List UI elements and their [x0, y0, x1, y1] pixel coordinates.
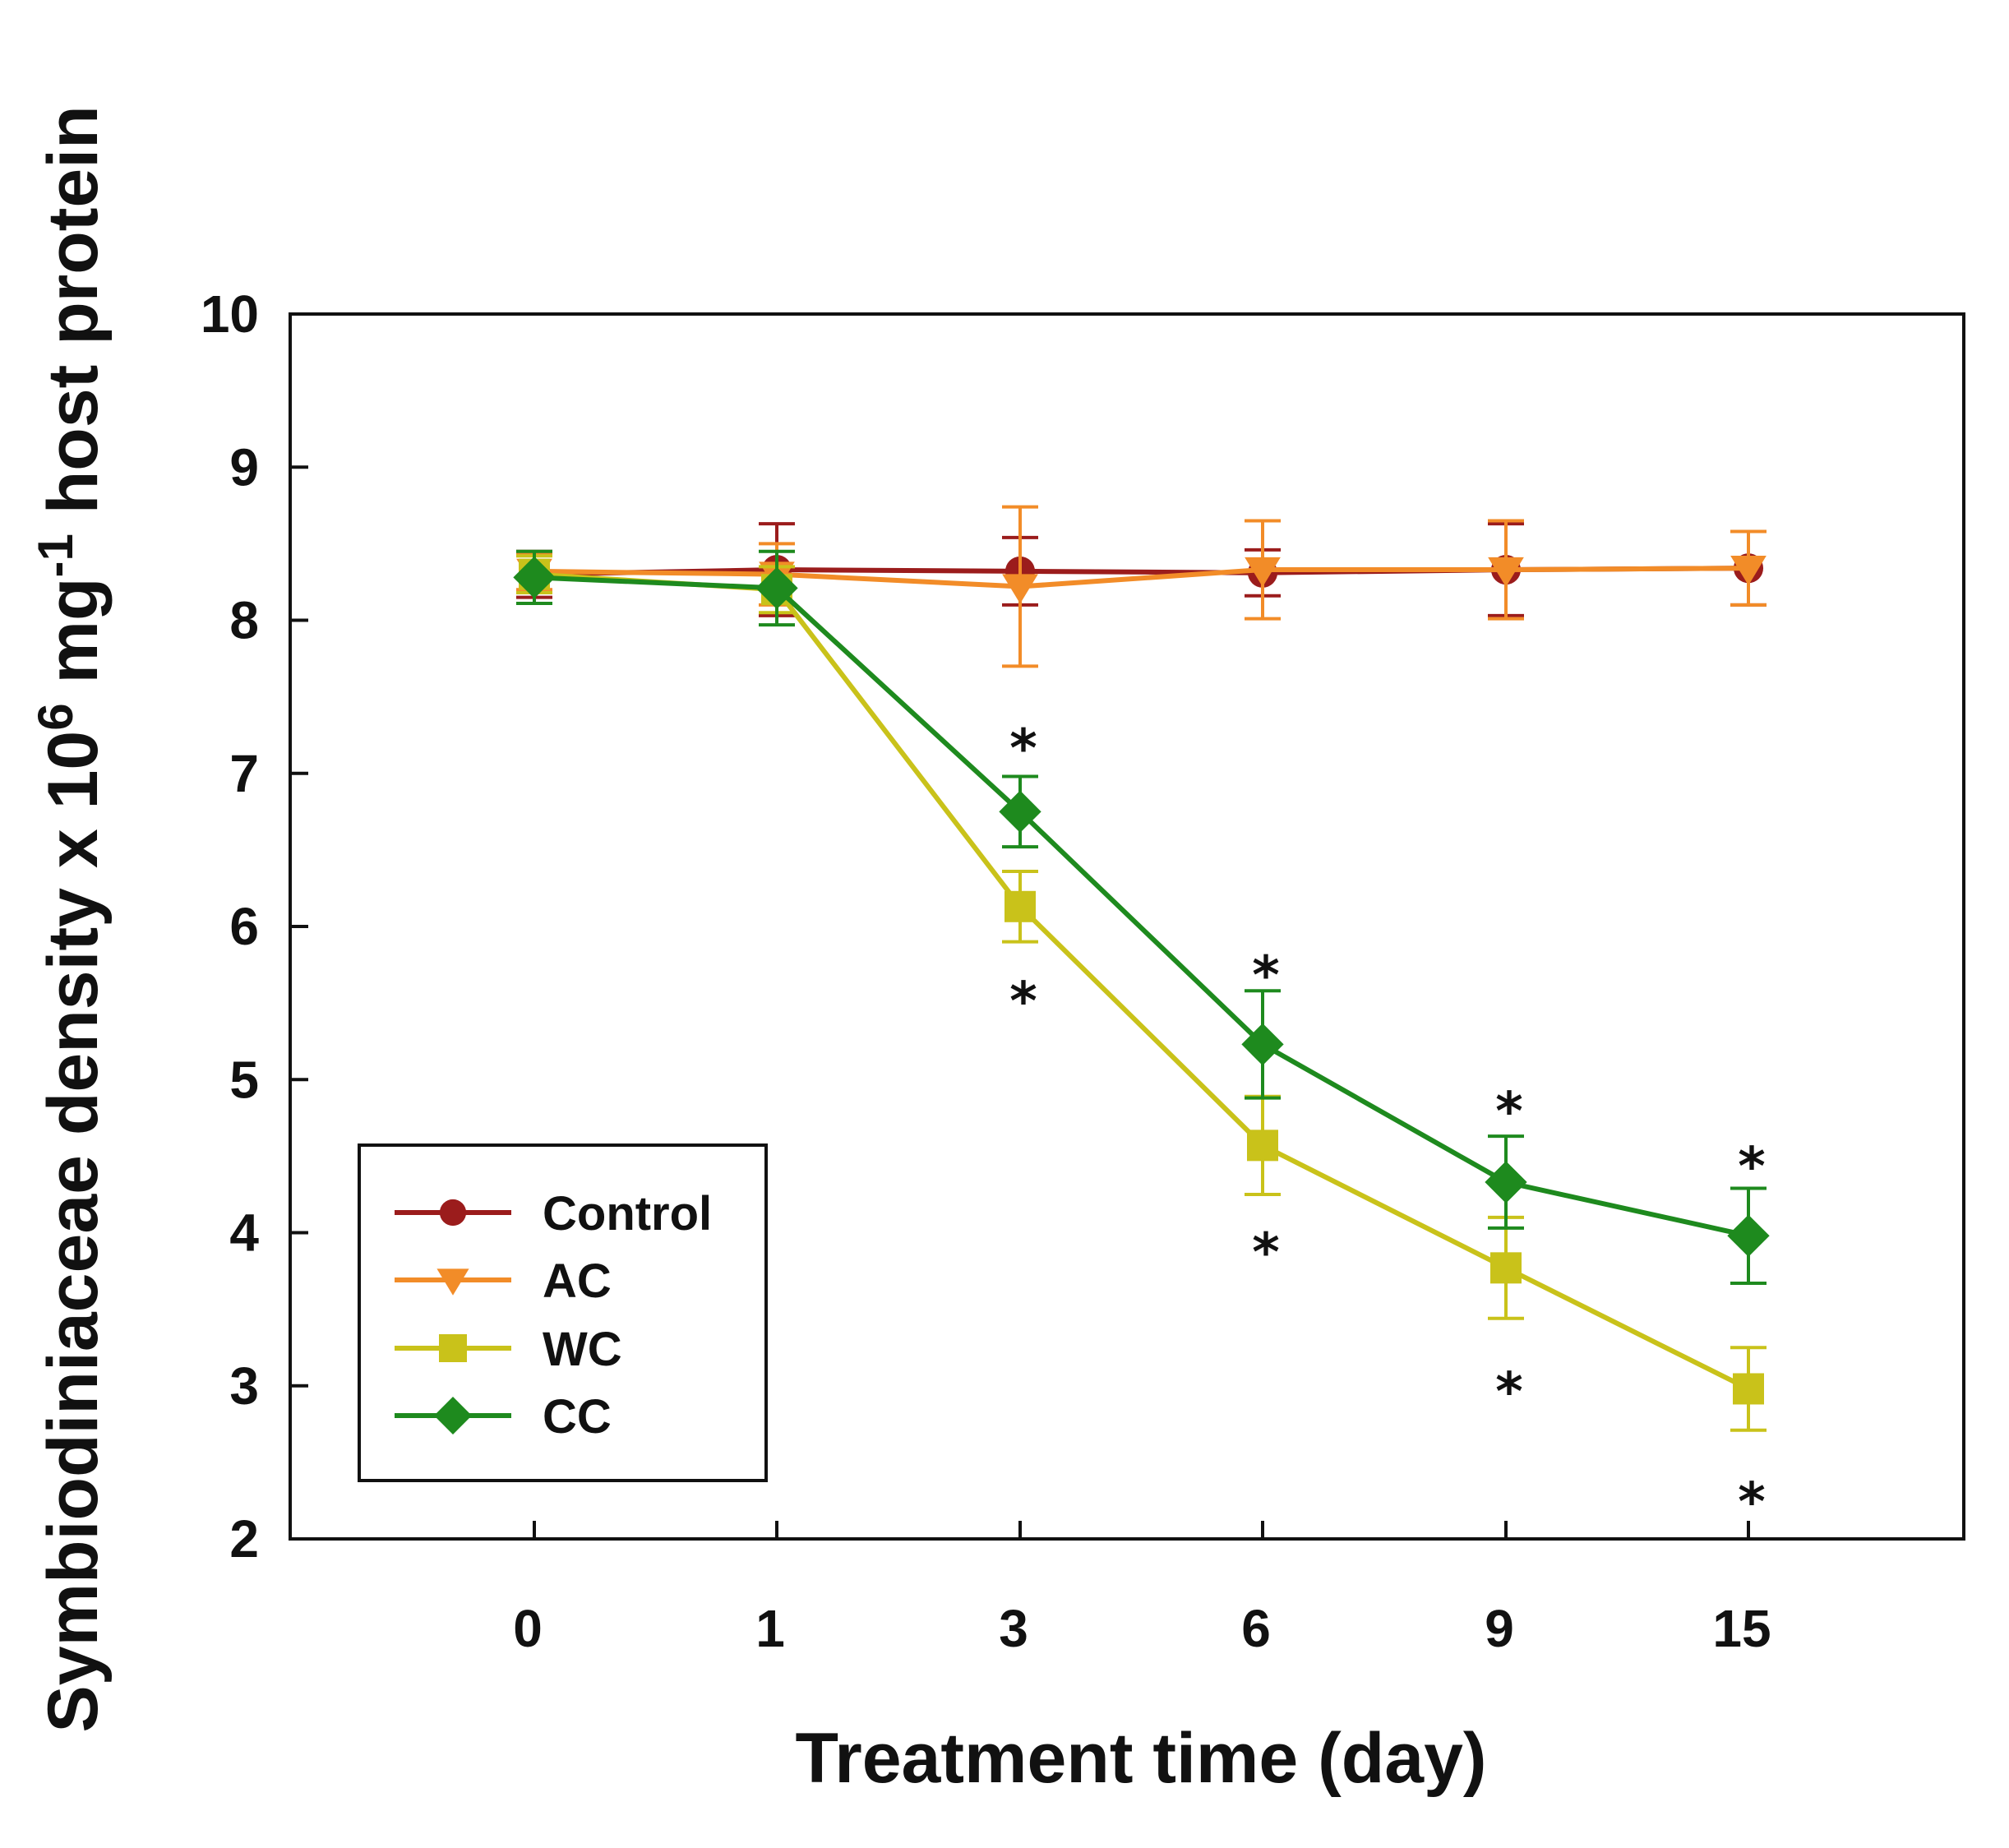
data-point-cc-3 — [999, 790, 1041, 833]
data-point-ac-15 — [1730, 555, 1767, 586]
legend-marker-ac — [436, 1268, 469, 1296]
legend-label-cc: CC — [543, 1390, 612, 1444]
data-point-wc-3 — [1004, 890, 1036, 922]
legend-marker-wc — [439, 1334, 467, 1362]
legend-item-ac: AC — [395, 1254, 612, 1308]
x-tick-label-6: 6 — [1241, 1599, 1271, 1658]
y-tick-label-10: 10 — [201, 284, 259, 344]
y-axis-title-prefix: Symbiodiniaceae density x 10 — [34, 731, 113, 1733]
legend-item-control: Control — [395, 1187, 712, 1240]
legend-marker-control — [439, 1199, 467, 1227]
x-tick-label-1: 1 — [755, 1599, 785, 1658]
significance-star-15-7: * — [1738, 1472, 1765, 1533]
significance-star-6-2: * — [1252, 945, 1279, 1006]
legend-label-ac: AC — [543, 1254, 612, 1308]
legend-label-wc: WC — [543, 1323, 622, 1376]
x-axis-title: Treatment time (day) — [795, 1719, 1486, 1798]
data-point-cc-9 — [1485, 1161, 1527, 1204]
data-point-wc-15 — [1733, 1373, 1764, 1405]
x-tick-label-0: 0 — [513, 1599, 543, 1658]
x-tick-label-9: 9 — [1485, 1599, 1514, 1658]
y-axis-title-suffix: host protein — [34, 105, 113, 534]
data-point-cc-15 — [1727, 1214, 1770, 1257]
x-tick-label-3: 3 — [999, 1599, 1028, 1658]
y-axis-title-sup2: -1 — [28, 534, 83, 577]
y-tick-label-7: 7 — [229, 744, 259, 803]
significance-star-3-0: * — [1009, 719, 1037, 780]
y-tick-label-8: 8 — [229, 591, 259, 650]
legend-marker-cc — [434, 1397, 472, 1435]
y-tick-label-6: 6 — [229, 897, 259, 956]
series-cc — [513, 549, 1770, 1285]
y-axis-title: Symbiodiniaceae density x 106 mg-1 host … — [28, 105, 113, 1732]
significance-star-9-5: * — [1495, 1362, 1522, 1423]
x-tick-label-15: 15 — [1712, 1599, 1771, 1658]
data-point-ac-9 — [1488, 557, 1524, 587]
legend-box — [358, 1143, 768, 1482]
series-line-cc — [533, 575, 1749, 1239]
data-point-wc-6 — [1247, 1130, 1278, 1162]
y-axis-title-mid: mg — [34, 577, 113, 703]
y-tick-label-9: 9 — [229, 437, 259, 497]
data-point-ac-6 — [1245, 557, 1281, 587]
series-line-ac — [533, 566, 1749, 589]
data-point-cc-6 — [1241, 1023, 1284, 1066]
legend-item-wc: WC — [395, 1323, 622, 1376]
y-tick-label-4: 4 — [229, 1204, 259, 1263]
data-point-ac-3 — [1002, 574, 1038, 604]
significance-star-3-1: * — [1009, 972, 1037, 1033]
legend-item-cc: CC — [395, 1390, 612, 1444]
data-point-wc-9 — [1490, 1252, 1522, 1284]
significance-star-6-3: * — [1252, 1222, 1279, 1283]
y-tick-label-2: 2 — [229, 1509, 259, 1568]
data-point-cc-1 — [755, 566, 798, 610]
significance-star-15-6: * — [1738, 1137, 1765, 1198]
y-axis-title-sup1: 6 — [28, 703, 83, 730]
legend-label-control: Control — [543, 1187, 712, 1240]
y-tick-label-5: 5 — [229, 1050, 259, 1109]
data-point-cc-0 — [513, 556, 556, 598]
y-tick-label-3: 3 — [229, 1356, 259, 1416]
significance-star-9-4: * — [1495, 1082, 1522, 1143]
